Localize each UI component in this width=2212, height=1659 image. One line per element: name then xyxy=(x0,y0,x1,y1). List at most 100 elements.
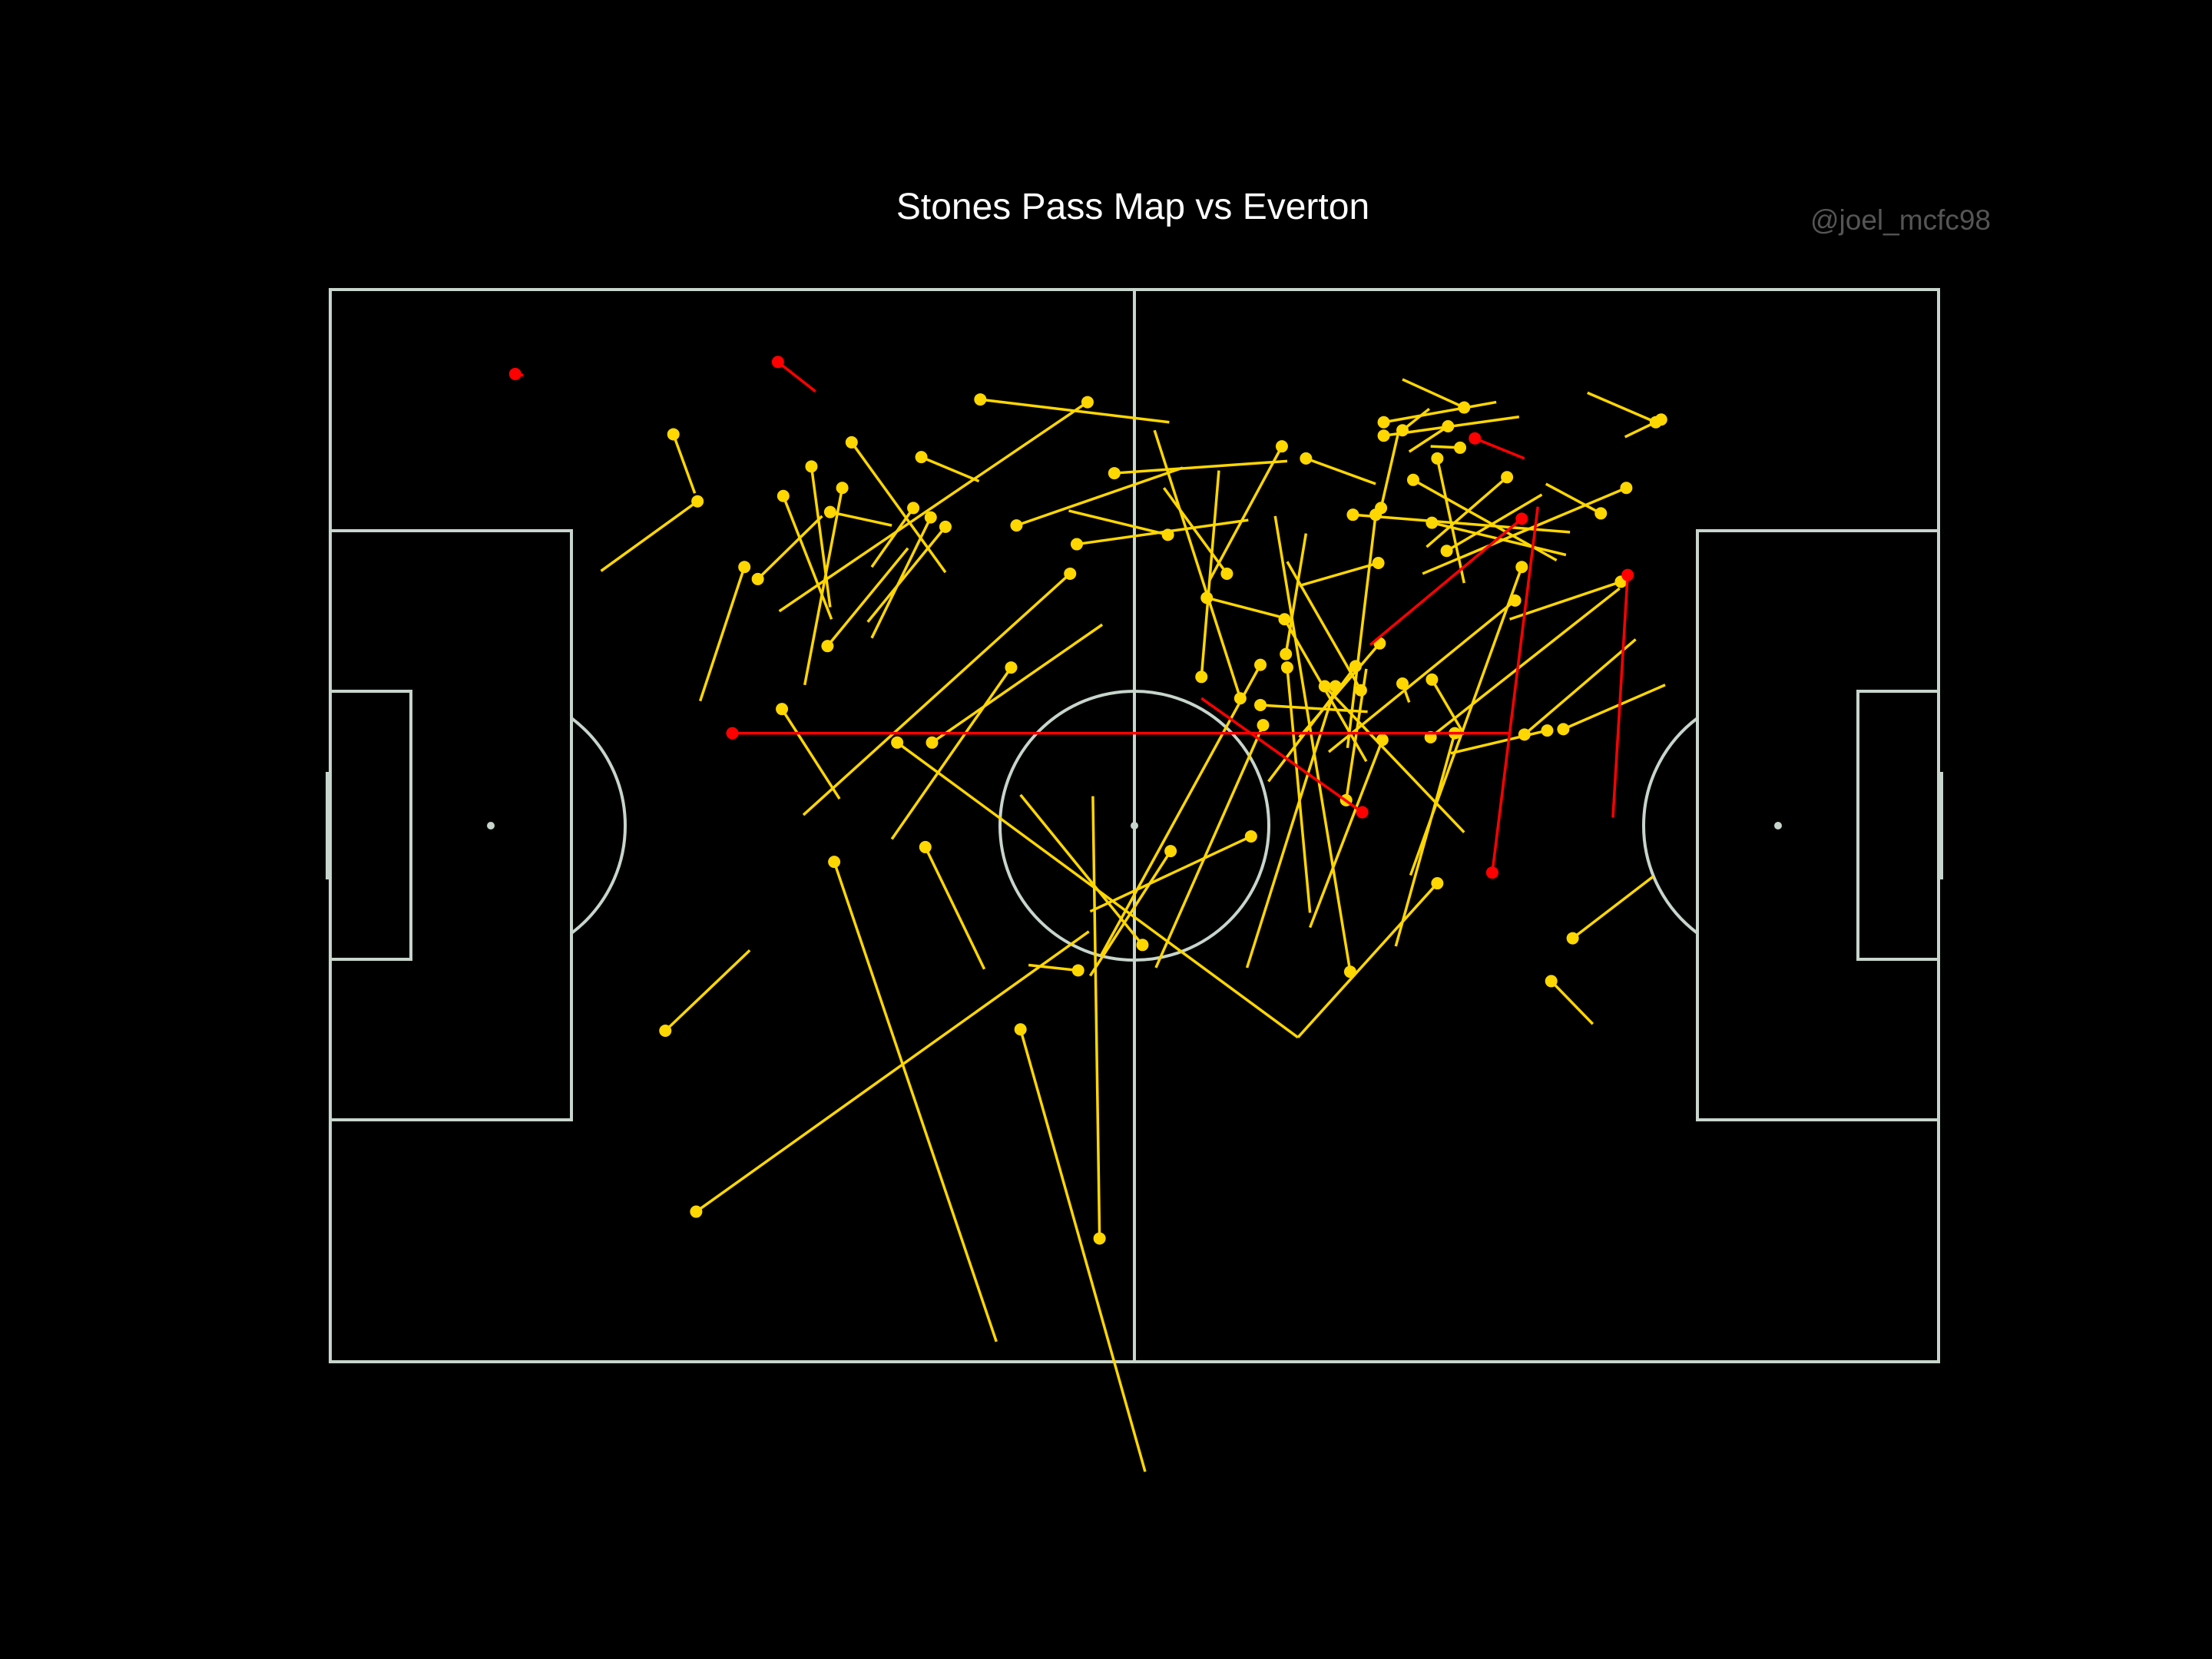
completed-pass-origin-point xyxy=(1515,561,1528,574)
completed-pass-origin-point xyxy=(1426,516,1439,529)
completed-pass-origin-point xyxy=(1620,482,1633,495)
completed-pass-origin-point xyxy=(667,428,680,441)
completed-pass-line xyxy=(1206,596,1280,618)
completed-pass-line xyxy=(870,516,932,639)
completed-pass-origin-point xyxy=(1200,591,1214,604)
completed-pass-origin-point xyxy=(1254,698,1267,711)
completed-pass-line xyxy=(1200,470,1220,677)
left-penalty-area xyxy=(329,529,573,1121)
completed-pass-origin-point xyxy=(1195,671,1208,684)
completed-pass-line xyxy=(1430,678,1465,736)
completed-pass-origin-point xyxy=(823,505,836,518)
completed-pass-origin-point xyxy=(1300,452,1313,465)
completed-pass-line xyxy=(1283,618,1368,763)
completed-pass-origin-point xyxy=(1454,441,1467,454)
completed-pass-line xyxy=(1286,667,1312,913)
completed-pass-line xyxy=(1296,882,1439,1038)
right-penalty-arc xyxy=(1642,717,1699,935)
incomplete-pass-line xyxy=(1491,506,1539,873)
completed-pass-line xyxy=(1435,458,1465,584)
completed-pass-line xyxy=(778,401,1088,613)
completed-pass-origin-point xyxy=(1431,452,1444,465)
completed-pass-origin-point xyxy=(1518,728,1531,741)
completed-pass-origin-point xyxy=(1375,502,1388,515)
completed-pass-line xyxy=(931,623,1104,744)
completed-pass-line xyxy=(1015,466,1184,527)
completed-pass-origin-point xyxy=(1654,413,1667,426)
completed-pass-origin-point xyxy=(1431,877,1444,890)
completed-pass-line xyxy=(1091,796,1101,1239)
completed-pass-line xyxy=(1260,704,1368,714)
completed-pass-origin-point xyxy=(915,451,928,464)
completed-pass-origin-point xyxy=(926,736,939,749)
completed-pass-origin-point xyxy=(1014,1023,1027,1036)
completed-pass-line xyxy=(1154,724,1265,969)
completed-pass-origin-point xyxy=(891,736,904,749)
completed-pass-line xyxy=(1286,561,1363,691)
completed-pass-origin-point xyxy=(845,435,858,449)
completed-pass-line xyxy=(870,507,915,568)
completed-pass-line xyxy=(1327,599,1516,753)
completed-pass-origin-point xyxy=(1161,528,1174,541)
completed-pass-origin-point xyxy=(1220,567,1233,580)
completed-pass-origin-point xyxy=(738,561,751,574)
completed-pass-line xyxy=(698,566,746,702)
incomplete-pass-origin-point xyxy=(1485,866,1498,879)
centre-spot xyxy=(1131,822,1138,830)
completed-pass-line xyxy=(1018,1028,1147,1472)
completed-pass-line xyxy=(1422,486,1628,575)
centre-circle xyxy=(998,690,1270,962)
completed-pass-origin-point xyxy=(1108,467,1121,480)
completed-pass-line xyxy=(782,495,833,620)
completed-pass-line xyxy=(890,667,1012,840)
completed-pass-line xyxy=(1509,580,1621,621)
completed-pass-line xyxy=(830,510,892,527)
completed-pass-line xyxy=(1402,378,1465,409)
completed-pass-line xyxy=(1323,685,1465,833)
completed-pass-origin-point xyxy=(1257,719,1270,732)
completed-pass-line xyxy=(1088,850,1172,977)
right-penalty-spot xyxy=(1774,822,1782,830)
completed-pass-line xyxy=(664,949,751,1032)
incomplete-pass-line xyxy=(1369,518,1523,646)
completed-pass-line xyxy=(1571,875,1654,939)
completed-pass-line xyxy=(924,846,986,970)
completed-pass-origin-point xyxy=(1354,684,1367,697)
completed-pass-line xyxy=(850,441,947,574)
completed-pass-line xyxy=(1028,963,1078,972)
completed-pass-origin-point xyxy=(1501,471,1514,484)
completed-pass-origin-point xyxy=(1377,416,1390,429)
completed-pass-origin-point xyxy=(691,495,704,508)
completed-pass-origin-point xyxy=(776,703,789,716)
completed-pass-line xyxy=(1450,729,1548,755)
completed-pass-line xyxy=(802,572,1071,816)
completed-pass-origin-point xyxy=(1005,661,1018,674)
incomplete-pass-line xyxy=(1200,697,1363,813)
completed-pass-origin-point xyxy=(1541,724,1554,737)
right-penalty-area xyxy=(1696,529,1940,1121)
completed-pass-origin-point xyxy=(1396,677,1409,690)
completed-pass-line xyxy=(810,466,832,608)
completed-pass-line xyxy=(1299,561,1379,588)
completed-pass-line xyxy=(1153,429,1242,699)
completed-pass-origin-point xyxy=(1010,519,1023,532)
completed-pass-origin-point xyxy=(1254,658,1267,671)
completed-pass-origin-point xyxy=(1557,723,1570,736)
completed-pass-line xyxy=(1394,733,1456,947)
completed-pass-origin-point xyxy=(1566,932,1579,945)
completed-pass-line xyxy=(780,708,841,800)
completed-pass-origin-point xyxy=(1458,401,1471,414)
completed-pass-line xyxy=(1068,509,1169,537)
completed-pass-origin-point xyxy=(1070,538,1083,551)
completed-pass-line xyxy=(1445,493,1543,552)
completed-pass-origin-point xyxy=(751,572,764,585)
completed-pass-origin-point xyxy=(1372,556,1385,569)
completed-pass-origin-point xyxy=(1280,647,1293,661)
right-six-yard-box xyxy=(1856,690,1940,961)
completed-pass-origin-point xyxy=(939,520,952,533)
left-six-yard-box xyxy=(329,690,412,961)
completed-pass-origin-point xyxy=(1545,975,1558,988)
completed-pass-line xyxy=(1523,638,1637,736)
completed-pass-origin-point xyxy=(659,1024,672,1037)
